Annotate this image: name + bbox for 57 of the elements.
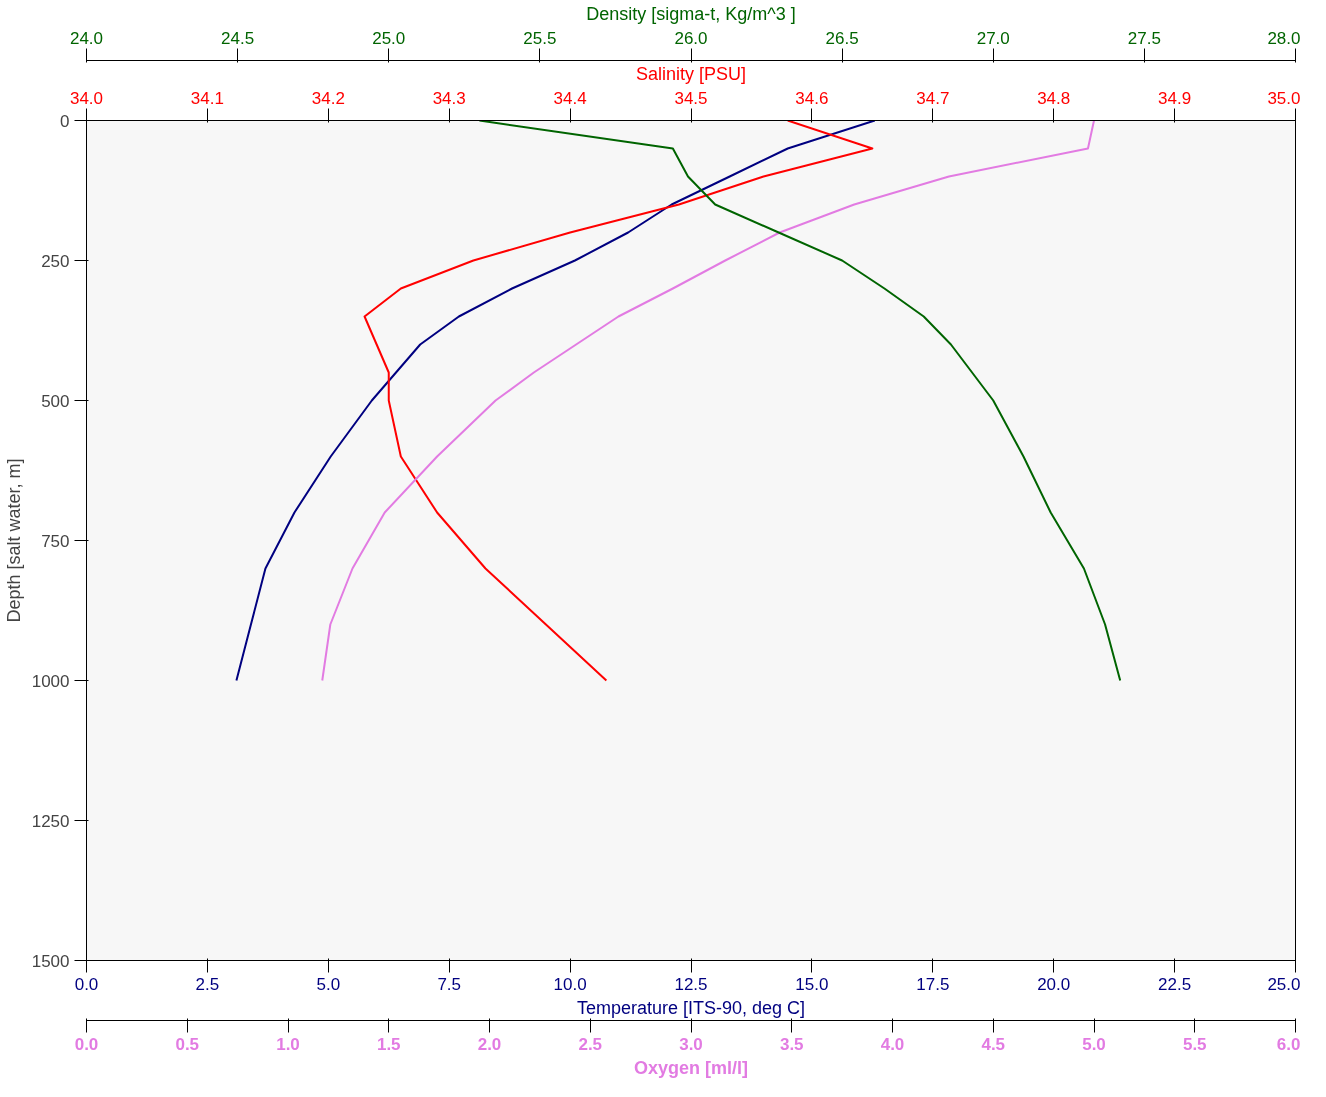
x-tick-label: 4.0 [880,1034,905,1054]
x2-axis-title: Salinity [PSU] [635,63,747,84]
x2-tick-label: 34.6 [795,88,829,108]
x-tick-label: 6.0 [1276,1034,1301,1054]
x2-tick-label: 34.9 [1158,88,1192,108]
x2-tick-label: 34.2 [311,88,345,108]
x2-tick-label: 34.5 [674,88,708,108]
x-tick-label: 5.0 [1082,1034,1106,1054]
x-tick-label: 7.5 [437,974,462,994]
x2-tick-label: 24.0 [69,28,104,48]
x2-tick-label: 25.0 [372,28,406,48]
y-tick-label: 750 [41,531,70,551]
x-tick-label: 2.0 [477,1034,502,1054]
x2-tick-label: 27.0 [976,28,1010,48]
y-tick-label: 0 [60,111,70,131]
x-tick-label: 0.5 [175,1034,200,1054]
x2-tick-label: 24.5 [221,28,255,48]
x-tick-label: 3.5 [779,1034,804,1054]
x-tick-label: 15.0 [795,974,829,994]
y-axis-title: Depth [salt water, m] [3,458,24,623]
x2-axis-title: Density [sigma-t, Kg/m^3 ] [586,3,796,24]
x2-tick-label: 34.1 [190,88,224,108]
x2-tick-label: 34.7 [916,88,950,108]
x2-tick-label: 25.5 [523,28,557,48]
x-tick-label: 25.0 [1267,974,1301,994]
x-tick-label: 12.5 [674,974,708,994]
x-tick-label: 5.5 [1182,1034,1207,1054]
x-tick-label: 1.5 [376,1034,401,1054]
x-tick-label: 4.5 [981,1034,1006,1054]
x-tick-label: 10.0 [553,974,587,994]
x-tick-label: 5.0 [316,974,341,994]
y-tick-label: 500 [41,391,70,411]
x-tick-label: 0.0 [74,1034,99,1054]
x-tick-label: 1.0 [276,1034,300,1054]
y-tick-label: 1500 [31,951,70,971]
x-tick-label: 17.5 [916,974,950,994]
x-axis-title: Temperature [ITS-90, deg C] [576,997,806,1018]
y-tick-label: 250 [41,251,70,271]
line-series [235,120,876,682]
x-tick-label: 2.5 [578,1034,603,1054]
x-tick-label: 20.0 [1037,974,1071,994]
x2-tick-label: 34.4 [553,88,587,108]
y-tick-label: 1250 [31,811,70,831]
x2-tick-label: 34.3 [432,88,466,108]
x2-tick-label: 34.8 [1037,88,1071,108]
y-tick-label: 1000 [31,671,70,691]
x-axis-title: Oxygen [ml/l] [633,1057,749,1078]
x2-tick-label: 27.5 [1127,28,1161,48]
x2-tick-label: 35.0 [1267,88,1301,108]
x2-tick-label: 26.5 [825,28,859,48]
x2-tick-label: 26.0 [674,28,708,48]
x2-tick-label: 34.0 [69,88,104,108]
x2-tick-label: 28.0 [1267,28,1301,48]
x-tick-label: 22.5 [1158,974,1192,994]
x-tick-label: 3.0 [679,1034,703,1054]
x-tick-label: 0.0 [74,974,99,994]
x-tick-label: 2.5 [195,974,220,994]
